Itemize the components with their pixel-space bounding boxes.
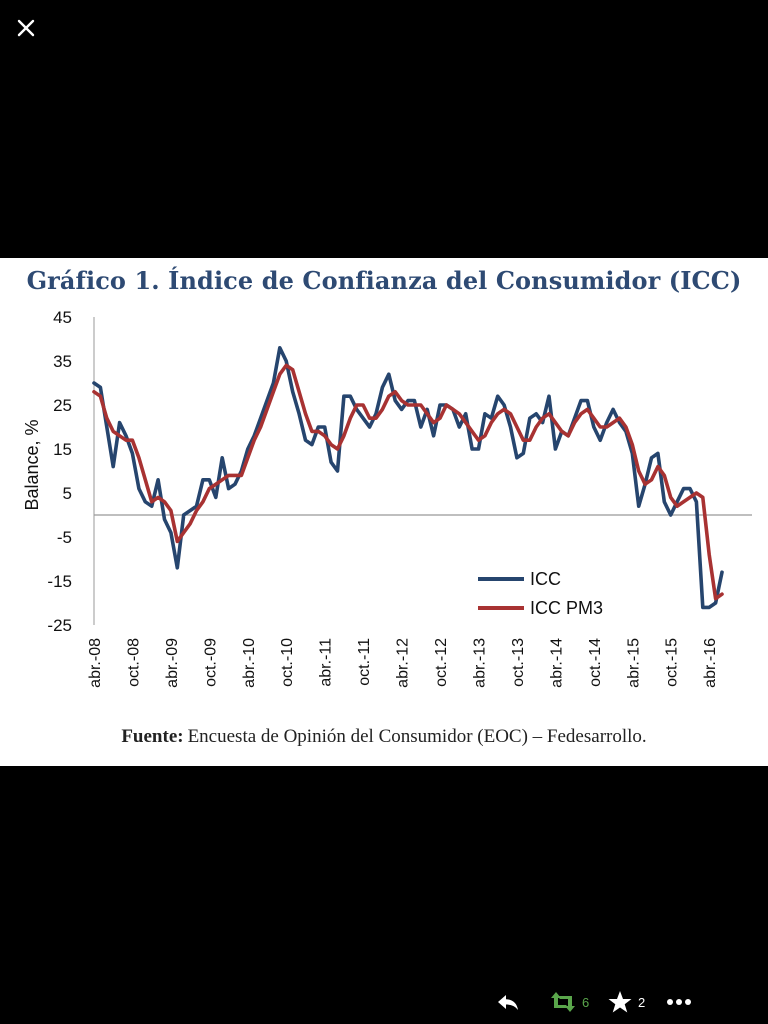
tweet-action-bar: 6 2 [0, 980, 768, 1024]
more-button[interactable] [664, 988, 694, 1016]
retweet-button[interactable]: 6 [548, 988, 589, 1016]
x-tick-label: oct.-15 [664, 638, 681, 687]
star-icon [608, 991, 632, 1013]
y-tick-label: 5 [63, 484, 72, 503]
x-tick-label: abr.-14 [548, 638, 565, 688]
favorite-count: 2 [638, 994, 646, 1010]
chart-title: Gráfico 1. Índice de Confianza del Consu… [26, 266, 742, 295]
x-tick-label: abr.-13 [471, 638, 488, 688]
x-tick-label: oct.-08 [125, 638, 142, 687]
source-label: Fuente: [121, 726, 184, 747]
more-icon [667, 999, 691, 1005]
y-axis-label: Balance, % [22, 419, 42, 510]
series-line-icc [92, 346, 724, 610]
x-tick-label: abr.-10 [241, 638, 258, 688]
y-tick-label: 45 [53, 308, 72, 327]
y-tick-label: -15 [47, 572, 72, 591]
legend-label: ICC PM3 [530, 598, 603, 618]
x-tick-label: abr.-12 [395, 638, 412, 688]
reply-button[interactable] [494, 988, 522, 1016]
x-tick-label: abr.-16 [702, 638, 719, 688]
x-tick-label: oct.-14 [587, 638, 604, 687]
x-tick-label: abr.-11 [318, 638, 335, 687]
legend-label: ICC [530, 569, 561, 589]
y-tick-label: 25 [53, 396, 72, 415]
x-tick-label: oct.-10 [279, 638, 296, 687]
favorite-button[interactable]: 2 [606, 988, 645, 1016]
chart-image: Gráfico 1. Índice de Confianza del Consu… [0, 258, 768, 766]
source-text: Encuesta de Opinión del Consumidor (EOC)… [187, 726, 647, 747]
x-tick-label: oct.-09 [202, 638, 219, 687]
reply-icon [498, 995, 518, 1010]
series-line-icc-pm3 [92, 363, 724, 601]
x-tick-label: oct.-12 [433, 638, 450, 687]
close-icon[interactable] [8, 10, 44, 46]
close-button[interactable] [8, 10, 44, 46]
x-tick-label: oct.-11 [356, 638, 373, 686]
chart-source: Fuente: Encuesta de Opinión del Consumido… [0, 726, 768, 748]
y-tick-label: -25 [47, 616, 72, 635]
y-tick-label: -5 [57, 528, 72, 547]
x-tick-label: abr.-09 [164, 638, 181, 688]
x-tick-label: oct.-13 [510, 638, 527, 687]
y-tick-label: 35 [53, 352, 72, 371]
y-tick-label: 15 [53, 440, 72, 459]
retweet-icon [551, 992, 575, 1012]
x-tick-label: abr.-15 [625, 638, 642, 688]
x-tick-label: abr.-08 [87, 638, 104, 688]
line-chart: 45 35 25 15 5 -5 -15 -25 Balance, % abr.-08 oct.-0… [22, 308, 752, 688]
retweet-count: 6 [582, 994, 590, 1010]
